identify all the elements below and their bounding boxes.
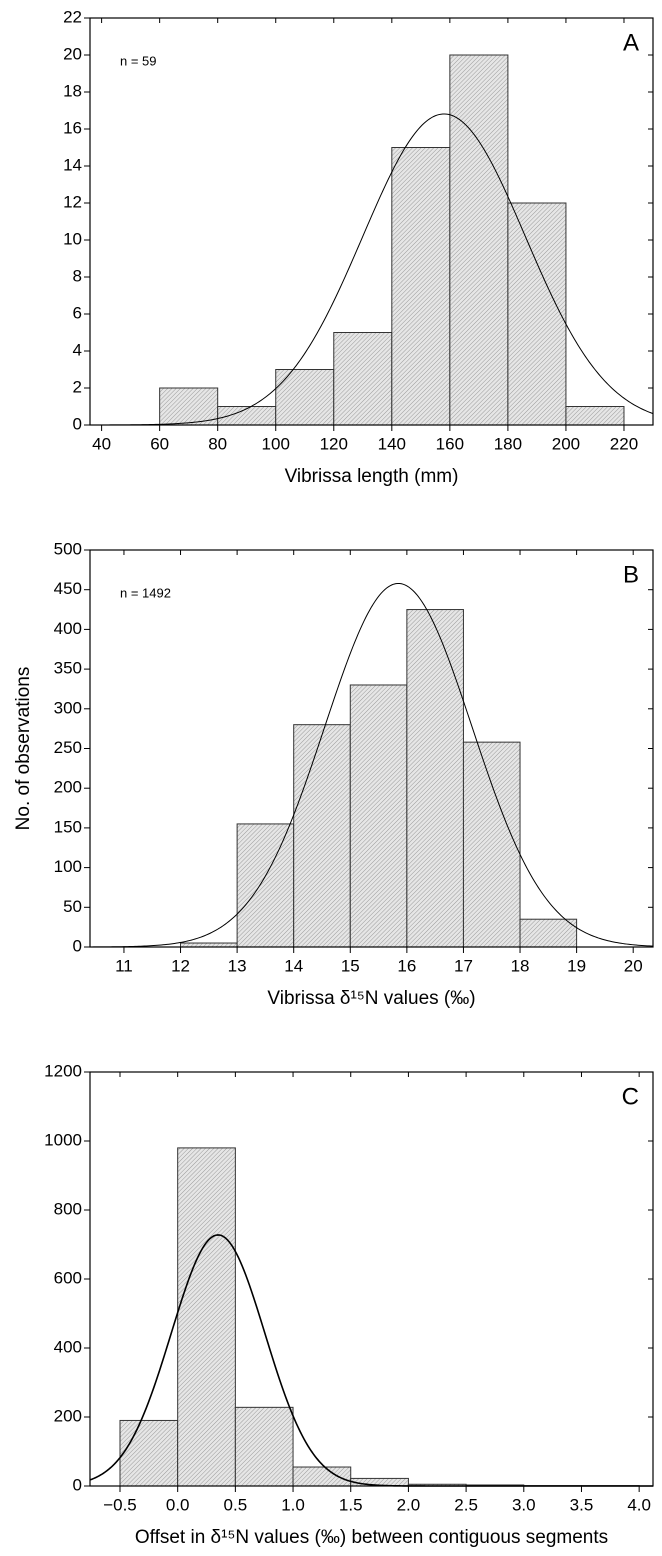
x-tick-label: 11	[115, 956, 133, 975]
bar	[333, 332, 393, 426]
bar	[293, 724, 351, 948]
plot-frame	[89, 17, 654, 426]
bar	[462, 741, 521, 948]
x-tick-label: 200	[552, 434, 580, 453]
bar	[406, 609, 464, 948]
x-tick-label: 15	[341, 956, 360, 975]
y-tick-label: 300	[54, 698, 82, 717]
bar	[119, 1419, 179, 1487]
x-tick-label: 180	[494, 434, 522, 453]
y-tick-label: 6	[73, 303, 82, 322]
y-tick-label: 16	[63, 118, 82, 137]
x-tick-label: 0.0	[166, 1495, 190, 1514]
y-tick-label: 200	[54, 778, 82, 797]
y-tick-label: 100	[54, 857, 82, 876]
y-tick-label: 400	[54, 619, 82, 638]
y-tick-label: 600	[54, 1268, 82, 1287]
x-tick-label: 80	[208, 434, 227, 453]
bar	[177, 1147, 236, 1487]
bar	[349, 684, 408, 948]
y-tick-label: 800	[54, 1199, 82, 1218]
x-tick-label: 2.0	[397, 1495, 421, 1514]
y-tick-label: 8	[73, 266, 82, 285]
y-tick-label: 18	[63, 81, 82, 100]
x-tick-label: 1.5	[339, 1495, 363, 1514]
x-tick-label: 13	[228, 956, 247, 975]
bar	[565, 406, 625, 426]
x-tick-label: 14	[284, 956, 303, 975]
y-tick-label: 200	[54, 1406, 82, 1425]
x-tick-label: 2.5	[454, 1495, 478, 1514]
x-tick-label: 140	[378, 434, 406, 453]
y-tick-label: 20	[63, 44, 82, 63]
x-tick-label: 19	[567, 956, 586, 975]
x-tick-label: 0.5	[224, 1495, 248, 1514]
x-tick-label: 120	[320, 434, 348, 453]
x-axis-title: Offset in δ¹⁵N values (‰) between contig…	[135, 1527, 608, 1548]
y-tick-label: 350	[54, 659, 82, 678]
y-tick-label: 0	[73, 936, 82, 955]
y-tick-label: 0	[73, 1475, 82, 1494]
x-tick-label: 3.0	[512, 1495, 536, 1514]
x-tick-label: −0.5	[103, 1495, 137, 1514]
y-tick-label: 2	[73, 377, 82, 396]
x-tick-label: 60	[150, 434, 169, 453]
bar	[234, 1406, 294, 1487]
bar	[292, 1466, 352, 1487]
x-tick-label: 3.5	[570, 1495, 594, 1514]
fit-curve	[89, 113, 654, 426]
x-tick-label: 160	[436, 434, 464, 453]
bar	[519, 918, 578, 948]
x-tick-label: 100	[262, 434, 290, 453]
y-tick-label: 150	[54, 817, 82, 836]
x-tick-label: 40	[92, 434, 111, 453]
panel-label: A	[623, 29, 639, 56]
y-axis-title: No. of observations	[13, 667, 34, 831]
annotation: n = 59	[120, 53, 157, 68]
annotation: n = 1492	[120, 585, 171, 600]
x-tick-label: 18	[511, 956, 530, 975]
fit-curve	[90, 582, 654, 948]
bar	[449, 54, 509, 426]
y-tick-label: 22	[63, 7, 82, 26]
y-tick-label: 250	[54, 738, 82, 757]
y-tick-label: 1200	[44, 1061, 82, 1080]
x-tick-label: 4.0	[627, 1495, 651, 1514]
bar	[217, 406, 277, 426]
bar	[275, 369, 335, 426]
bar	[391, 147, 451, 426]
bar	[159, 387, 219, 426]
x-tick-label: 16	[397, 956, 416, 975]
panel-label: C	[622, 1083, 639, 1110]
x-tick-label: 1.0	[281, 1495, 305, 1514]
x-tick-label: 12	[171, 956, 190, 975]
x-tick-label: 20	[624, 956, 643, 975]
y-tick-label: 500	[54, 539, 82, 558]
y-tick-label: 4	[73, 340, 82, 359]
x-tick-label: 220	[610, 434, 638, 453]
y-tick-label: 400	[54, 1337, 82, 1356]
y-tick-label: 10	[63, 229, 82, 248]
y-tick-label: 14	[63, 155, 82, 174]
panel-label: B	[623, 561, 639, 588]
bar	[507, 202, 567, 426]
x-axis-title: Vibrissa length (mm)	[285, 466, 459, 487]
x-tick-label: 17	[454, 956, 473, 975]
y-tick-label: 450	[54, 579, 82, 598]
y-tick-label: 12	[63, 192, 82, 211]
x-axis-title: Vibrissa δ¹⁵N values (‰)	[267, 988, 475, 1009]
y-tick-label: 50	[63, 897, 82, 916]
bar	[236, 823, 295, 948]
y-tick-label: 1000	[44, 1130, 82, 1149]
y-tick-label: 0	[73, 414, 82, 433]
